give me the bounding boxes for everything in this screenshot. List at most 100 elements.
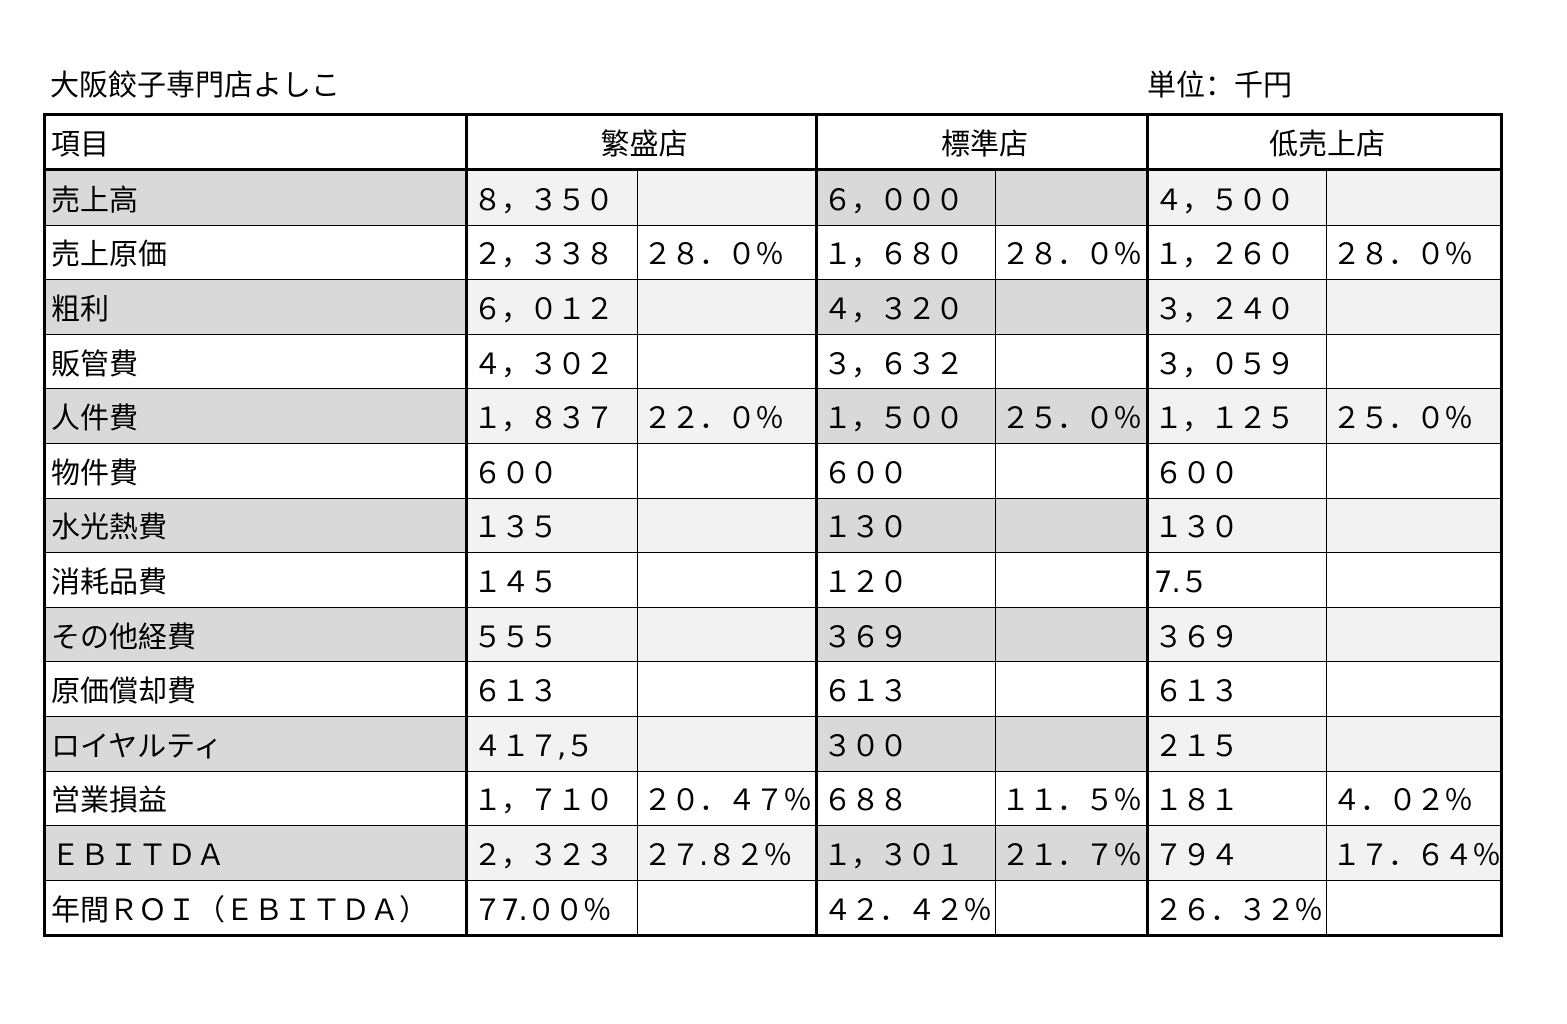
cell: ２２．０％: [637, 388, 817, 444]
cell: ３６９: [1146, 606, 1327, 663]
row-label: 粗利: [44, 279, 467, 335]
cell: １，６８０: [815, 224, 996, 281]
cell: ４，３２０: [815, 279, 996, 335]
cell: [995, 442, 1148, 499]
cell: ６，０１２: [465, 279, 638, 335]
cell: [995, 661, 1148, 717]
cell: ６００: [465, 442, 638, 499]
cell: ６８８: [815, 770, 996, 827]
cell: ２，３２３: [465, 825, 638, 881]
row: 売上高 ８，３５０ ６，０００ ４，５００: [44, 169, 1503, 226]
row: ロイヤルティ ４１７,５ ３００ ２１５: [44, 715, 1503, 772]
cell: [637, 715, 817, 772]
cell: ６，０００: [815, 169, 996, 226]
cell: ２５．０％: [1325, 388, 1503, 444]
cell: [995, 333, 1148, 390]
row-label: ロイヤルティ: [44, 715, 467, 772]
cell: [637, 552, 817, 608]
cell: ３，０５９: [1146, 333, 1327, 390]
cell: [637, 661, 817, 717]
cell: １３０: [815, 497, 996, 554]
cell: ２７.８２％: [637, 825, 817, 881]
cell: [1325, 497, 1503, 554]
row: 物件費 ６００ ６００ ６００: [44, 442, 1503, 499]
cell: [1325, 333, 1503, 390]
row: 売上原価 ２，３３８ ２８．０％ １，６８０ ２８．０％ １，２６０ ２８．０％: [44, 224, 1503, 281]
cell: ６１３: [1146, 661, 1327, 717]
cell: [637, 442, 817, 499]
cell: １，２６０: [1146, 224, 1327, 281]
cell: ４２．４２％: [815, 879, 996, 937]
row: 営業損益 １，７１０ ２０．４７％ ６８８ １１．５％ １８１ ４．０２％: [44, 770, 1503, 827]
title: 大阪餃子専門店よしこ: [50, 68, 341, 102]
row-label: 人件費: [44, 388, 467, 444]
cell: ２８．０％: [637, 224, 817, 281]
row: 販管費 ４，３０２ ３，６３２ ３，０５９: [44, 333, 1503, 390]
cell: ４，３０２: [465, 333, 638, 390]
row: 年間ＲＯＩ（ＥＢＩＴＤＡ） ７7.００％ ４２．４２％ ２６．３２％: [44, 879, 1503, 937]
row-label: 売上原価: [44, 224, 467, 281]
cell: [637, 279, 817, 335]
cell: １７．６４％: [1325, 825, 1503, 881]
row: 消耗品費 １４５ １２０ 7.５: [44, 552, 1503, 608]
cell: １２０: [815, 552, 996, 608]
cell: [995, 279, 1148, 335]
cell: ２，３３８: [465, 224, 638, 281]
cell: [1325, 661, 1503, 717]
cell: [637, 606, 817, 663]
row-label: 売上高: [44, 169, 467, 226]
row-label: 販管費: [44, 333, 467, 390]
cell: ２５．０％: [995, 388, 1148, 444]
cell: ７7.００％: [465, 879, 638, 937]
cell: [995, 552, 1148, 608]
cell: [637, 169, 817, 226]
cell: ４．０２％: [1325, 770, 1503, 827]
cell: １，１２５: [1146, 388, 1327, 444]
column-header: 標準店: [815, 114, 1148, 171]
cell: [637, 879, 817, 937]
cell: [637, 333, 817, 390]
cell: ４，５００: [1146, 169, 1327, 226]
cell: １３５: [465, 497, 638, 554]
cell: ５５５: [465, 606, 638, 663]
header-row: 項目 繁盛店 標準店 低売上店: [44, 114, 1503, 171]
cell: [1325, 715, 1503, 772]
cell: ４１７,５: [465, 715, 638, 772]
column-header: 繁盛店: [465, 114, 817, 171]
table: 項目 繁盛店 標準店 低売上店 売上高 ８，３５０ ６，０００ ４，５００ 売上原価 ２，３３８…: [43, 113, 1504, 938]
cell: [995, 497, 1148, 554]
cell: １８１: [1146, 770, 1327, 827]
cell: [1325, 442, 1503, 499]
row: 人件費 １，８３７ ２２．０％ １，５００ ２５．０％ １，１２５ ２５．０％: [44, 388, 1503, 444]
cell: [995, 606, 1148, 663]
cell: １，３０１: [815, 825, 996, 881]
cell: １１．５％: [995, 770, 1148, 827]
cell: 7.５: [1146, 552, 1327, 608]
cell: ３６９: [815, 606, 996, 663]
cell: ３，２４０: [1146, 279, 1327, 335]
column-header: 低売上店: [1145, 114, 1503, 171]
cell: ６１３: [465, 661, 638, 717]
unit: 単位：千円: [1147, 68, 1293, 102]
cell: ７９４: [1146, 825, 1327, 881]
cell: １，７１０: [465, 770, 638, 827]
cell: [1325, 279, 1503, 335]
cell: [995, 715, 1148, 772]
row-label: 物件費: [44, 442, 467, 499]
row-label: 水光熱費: [44, 497, 467, 554]
column-header: 項目: [44, 114, 467, 171]
cell: １，８３７: [465, 388, 638, 444]
row: 粗利 ６，０１２ ４，３２０ ３，２４０: [44, 279, 1503, 335]
cell: ６００: [1146, 442, 1327, 499]
row-label: 消耗品費: [44, 552, 467, 608]
row: ＥＢＩＴＤＡ ２，３２３ ２７.８２％ １，３０１ ２１．７％ ７９４ １７．６４％: [44, 825, 1503, 881]
cell: [637, 497, 817, 554]
cell: [1325, 879, 1503, 937]
cell: ２８．０％: [1325, 224, 1503, 281]
cell: ２０．４７％: [637, 770, 817, 827]
row: 原価償却費 ６１３ ６１３ ６１３: [44, 661, 1503, 717]
row-label: ＥＢＩＴＤＡ: [44, 825, 467, 881]
cell: ２８．０％: [995, 224, 1148, 281]
cell: １３０: [1146, 497, 1327, 554]
